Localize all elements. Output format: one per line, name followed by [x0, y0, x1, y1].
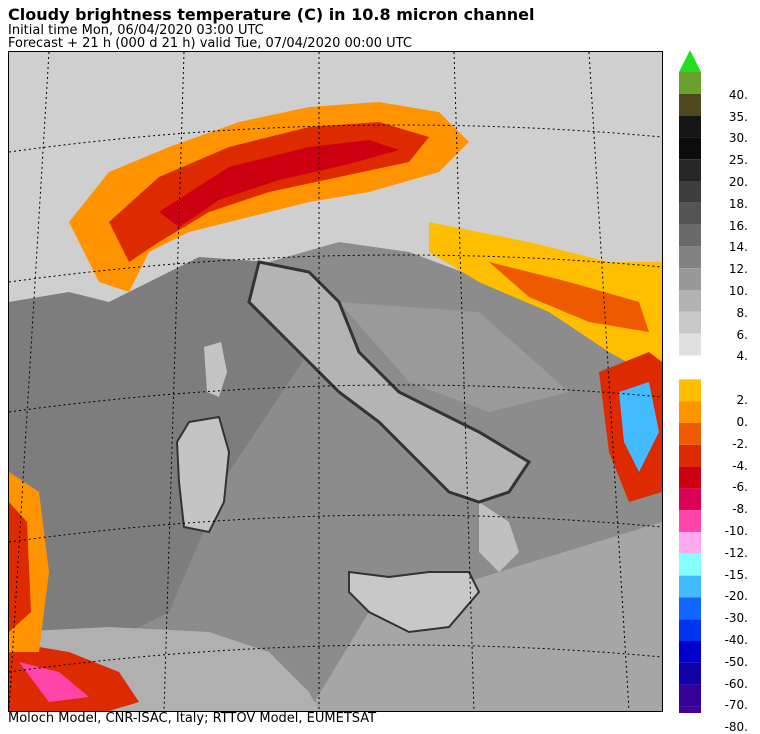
- colorbar-swatch: [679, 72, 701, 94]
- sicily-coastline: [348, 570, 481, 634]
- colorbar-swatch: [679, 466, 701, 489]
- colorbar-label: 6.: [736, 327, 748, 342]
- colorbar: 40. 35. 30. 25. 20. 18. 16. 14. 12. 10. 8. 6. 4. 2. 0.…: [676, 48, 760, 733]
- colorbar-label: -2.: [732, 436, 748, 451]
- tyrrhenian-sea: [9, 202, 309, 692]
- alps-cloud-peak: [159, 140, 399, 227]
- colorbar-swatch: [679, 510, 701, 532]
- colorbar-swatch: [679, 181, 701, 203]
- sicily: [349, 572, 479, 632]
- colorbar-label: -50.: [724, 654, 748, 669]
- colorbar-label: -4.: [732, 458, 748, 473]
- africa-cloud-peak: [19, 662, 89, 702]
- colorbar-label: 25.: [728, 153, 748, 168]
- map-title: Cloudy brightness temperature (C) in 10.…: [8, 5, 535, 24]
- colorbar-swatch: [679, 290, 701, 312]
- balkan-cloud-core: [489, 262, 649, 332]
- colorbar-swatch: [679, 268, 701, 290]
- colorbar-swatch: [679, 488, 701, 511]
- colorbar-swatch: [679, 684, 701, 707]
- colorbar-label: 30.: [728, 131, 748, 146]
- colorbar-label: -8.: [732, 502, 748, 517]
- colorbar-label: 2.: [736, 393, 748, 408]
- ionian-sea: [309, 522, 662, 711]
- colorbar-swatch: [679, 159, 701, 181]
- east-convection-peak: [619, 382, 659, 472]
- colorbar-label: -12.: [724, 545, 748, 560]
- colorbar-swatch: [679, 597, 701, 620]
- colorbar-label: 12.: [728, 262, 748, 277]
- colorbar-swatch: [679, 202, 701, 225]
- colorbar-label: 10.: [728, 284, 748, 298]
- colorbar-label: 14.: [728, 240, 748, 255]
- colorbar-swatch: [679, 423, 701, 445]
- calabria: [479, 502, 519, 572]
- colorbar-label: 18.: [728, 196, 748, 211]
- colorbar-swatch: [679, 532, 701, 554]
- satellite-map: [8, 51, 663, 712]
- colorbar-label: 8.: [736, 305, 748, 320]
- colorbar-swatch: [679, 93, 701, 116]
- colorbar-label: -10.: [724, 524, 748, 538]
- colorbar-label: -20.: [724, 589, 748, 604]
- colorbar-swatch: [679, 553, 701, 576]
- colorbar-swatch: [679, 401, 701, 423]
- colorbar-label: -6.: [732, 480, 748, 495]
- colorbar-swatch: [679, 662, 701, 685]
- colorbar-swatches: [679, 50, 701, 713]
- colorbar-label: -30.: [724, 611, 748, 626]
- initial-time-label: Initial time Mon, 06/04/2020 03:00 UTC: [8, 23, 264, 38]
- colorbar-swatch: [679, 115, 701, 138]
- sardinia-coastline: [175, 415, 231, 534]
- colorbar-label: -70.: [724, 698, 748, 713]
- colorbar-label: 40.: [728, 87, 748, 102]
- colorbar-swatch: [679, 333, 701, 356]
- sardinia: [177, 417, 229, 532]
- colorbar-swatch: [679, 379, 701, 402]
- colorbar-label: 4.: [736, 349, 748, 364]
- colorbar-swatch: [679, 137, 701, 160]
- adriatic-sea: [339, 302, 569, 412]
- colorbar-label: 0.: [736, 415, 748, 429]
- colorbar-swatch: [679, 224, 701, 247]
- map-canvas: [9, 52, 662, 711]
- corsica: [204, 342, 227, 397]
- lat-lon-grid: [9, 52, 662, 711]
- africa-cloud-core: [9, 642, 139, 711]
- colorbar-swatch: [679, 311, 701, 334]
- model-credit: Moloch Model, CNR-ISAC, Italy; RTTOV Mod…: [8, 711, 377, 726]
- forecast-valid-label: Forecast + 21 h (000 d 21 h) valid Tue, …: [8, 36, 412, 51]
- colorbar-label: -60.: [724, 676, 748, 691]
- colorbar-label: 35.: [728, 109, 748, 124]
- colorbar-swatch: [679, 619, 701, 641]
- colorbar-label: -15.: [724, 567, 748, 582]
- colorbar-swatch: [679, 444, 701, 467]
- colorbar-label: 16.: [728, 218, 748, 233]
- colorbar-label: 20.: [728, 175, 748, 189]
- colorbar-swatch: [679, 641, 701, 663]
- italy-coastline: [247, 260, 532, 504]
- west-front-core: [9, 502, 31, 632]
- colorbar-label: -80.: [724, 720, 748, 734]
- colorbar-top-arrow: [679, 50, 701, 72]
- colorbar-swatch: [679, 706, 701, 713]
- colorbar-swatch: [679, 246, 701, 269]
- colorbar-label: -40.: [724, 633, 748, 647]
- colorbar-swatch: [679, 575, 701, 598]
